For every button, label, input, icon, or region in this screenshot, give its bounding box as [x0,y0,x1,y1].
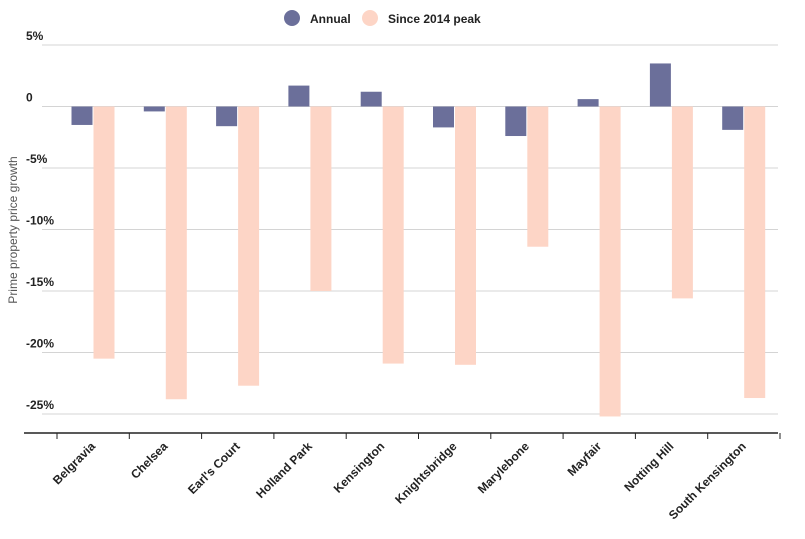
x-tick-label: South Kensington [666,439,749,522]
y-axis-ticks: 5% 0 -5% -10% -15% -20% -25% [26,29,54,412]
bar-annual [505,106,527,137]
y-tick-label: 5% [26,29,44,43]
x-tick-label: Belgravia [50,439,98,487]
bar-since-2014-peak [527,106,549,247]
bar-annual [433,106,454,128]
x-tick-label: Knightsbridge [392,439,460,507]
legend: Annual Since 2014 peak [284,10,481,26]
x-tick-label: Earl's Court [185,439,243,497]
bar-annual [71,106,93,125]
bar-annual [577,99,599,107]
y-tick-label: -15% [26,275,54,289]
x-tick-label: Mayfair [565,439,605,479]
bar-annual [649,63,671,107]
y-tick-label: 0 [26,91,33,105]
legend-swatch [362,10,378,26]
bar-since-2014-peak [93,106,115,359]
bar-since-2014-peak [310,106,332,291]
bar-annual [360,91,382,107]
bar-since-2014-peak [165,106,187,400]
bar-since-2014-peak [744,106,766,399]
y-axis-label: Prime property price growth [6,156,20,303]
x-tick-label: Kensington [331,439,388,496]
bar-since-2014-peak [238,106,260,386]
y-tick-label: -5% [26,152,48,166]
bar-annual [143,106,165,112]
x-tick-label: Chelsea [128,439,171,482]
bar-annual [288,85,310,107]
x-tick-label: Notting Hill [621,439,676,494]
x-tick-label: Holland Park [253,439,315,501]
legend-label: Annual [310,12,351,26]
y-tick-label: -25% [26,398,54,412]
x-axis-labels: Belgravia Chelsea Earl's Court Holland Park… [50,439,749,522]
y-tick-label: -20% [26,337,54,351]
bar-since-2014-peak [599,106,621,417]
bars [71,63,766,417]
y-tick-label: -10% [26,214,54,228]
legend-swatch [284,10,300,26]
bar-since-2014-peak [382,106,404,364]
legend-label: Since 2014 peak [388,12,481,26]
bar-since-2014-peak [455,106,476,365]
bar-annual [216,106,238,127]
bar-since-2014-peak [671,106,693,299]
x-tick-label: Marylebone [475,439,532,496]
bar-annual [722,106,744,130]
x-axis [24,432,781,439]
